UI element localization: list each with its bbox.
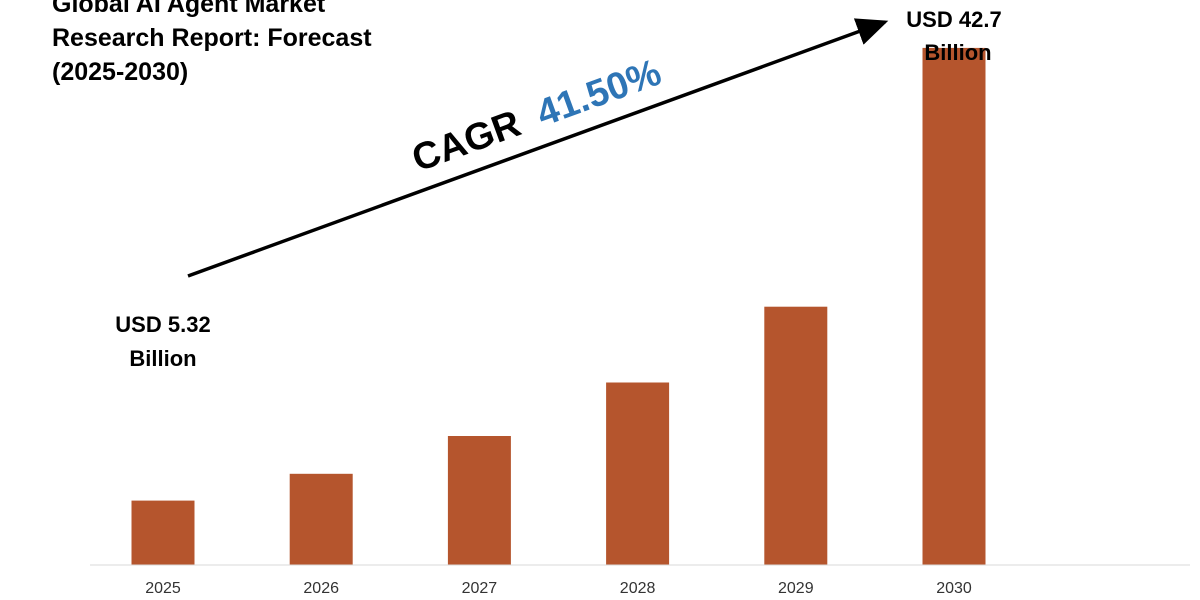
bars-group [131, 47, 986, 565]
x-tick-label-2026: 2026 [303, 580, 339, 597]
x-tick-label-2028: 2028 [620, 580, 656, 597]
chart-title-line-2: Research Report: Forecast [52, 24, 372, 52]
chart-title-line-1: Global AI Agent Market [52, 0, 326, 18]
cagr-value: 41.50% [531, 52, 666, 136]
x-tick-label-2025: 2025 [145, 580, 181, 597]
first-value-label-line-1: USD 5.32 [115, 312, 210, 337]
bar-2029 [764, 306, 828, 565]
cagr-trend-arrow [187, 18, 889, 278]
x-tick-label-2030: 2030 [936, 580, 972, 597]
last-value-label-line-2: Billion [924, 40, 991, 65]
x-tick-label-2027: 2027 [462, 580, 498, 597]
bar-2030 [922, 47, 986, 565]
x-tick-labels: 2025 2026 2027 2028 2029 2030 [145, 580, 972, 597]
bar-2025 [131, 500, 195, 565]
last-value-label-line-1: USD 42.7 [906, 7, 1001, 32]
bar-2028 [606, 382, 670, 565]
chart-title-line-3: (2025-2030) [52, 58, 188, 86]
cagr-prefix: CAGR [407, 103, 527, 181]
first-value-label-line-2: Billion [129, 346, 196, 371]
bar-2026 [289, 473, 353, 565]
x-tick-label-2029: 2029 [778, 580, 814, 597]
bar-2027 [447, 436, 511, 565]
